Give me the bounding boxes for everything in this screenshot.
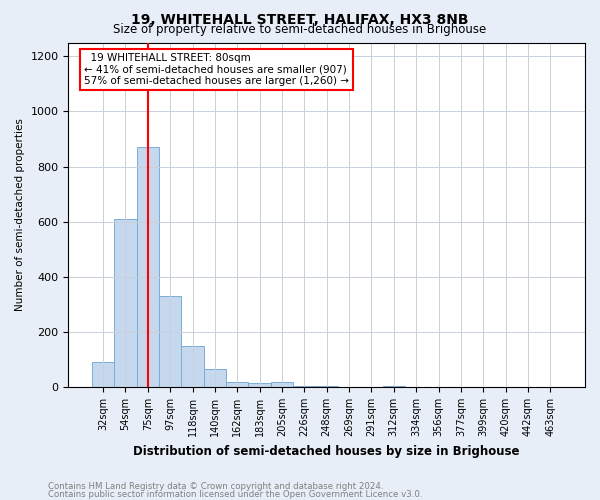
X-axis label: Distribution of semi-detached houses by size in Brighouse: Distribution of semi-detached houses by … <box>133 444 520 458</box>
Text: Contains HM Land Registry data © Crown copyright and database right 2024.: Contains HM Land Registry data © Crown c… <box>48 482 383 491</box>
Bar <box>92 362 114 387</box>
Bar <box>271 382 293 387</box>
Y-axis label: Number of semi-detached properties: Number of semi-detached properties <box>15 118 25 311</box>
Text: Size of property relative to semi-detached houses in Brighouse: Size of property relative to semi-detach… <box>113 22 487 36</box>
Text: 19, WHITEHALL STREET, HALIFAX, HX3 8NB: 19, WHITEHALL STREET, HALIFAX, HX3 8NB <box>131 12 469 26</box>
Bar <box>293 386 316 387</box>
Bar <box>248 383 271 387</box>
Bar <box>204 369 226 387</box>
Text: 19 WHITEHALL STREET: 80sqm
← 41% of semi-detached houses are smaller (907)
57% o: 19 WHITEHALL STREET: 80sqm ← 41% of semi… <box>84 53 349 86</box>
Bar <box>137 147 159 387</box>
Bar <box>181 346 204 387</box>
Bar <box>226 382 248 387</box>
Bar <box>159 296 181 387</box>
Bar <box>316 386 338 387</box>
Bar <box>383 386 405 387</box>
Bar <box>114 219 137 387</box>
Text: Contains public sector information licensed under the Open Government Licence v3: Contains public sector information licen… <box>48 490 422 499</box>
